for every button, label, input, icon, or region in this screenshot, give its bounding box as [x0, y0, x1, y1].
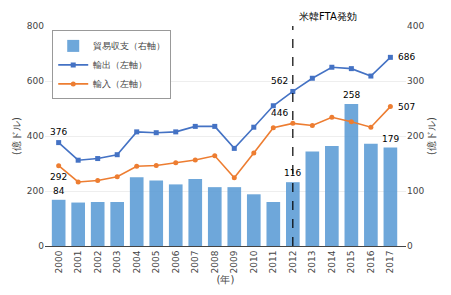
svg-text:376: 376: [50, 127, 67, 137]
svg-text:輸入（左軸）: 輸入（左軸）: [93, 79, 147, 89]
svg-text:686: 686: [398, 52, 415, 62]
svg-text:貿易収支（右軸）: 貿易収支（右軸）: [93, 41, 165, 51]
svg-text:200: 200: [407, 131, 424, 141]
svg-text:2009: 2009: [229, 250, 239, 273]
svg-text:(億ドル): (億ドル): [426, 117, 437, 155]
svg-text:258: 258: [343, 90, 360, 100]
svg-text:2010: 2010: [249, 250, 259, 273]
svg-text:(億ドル): (億ドル): [11, 117, 22, 155]
svg-text:2015: 2015: [346, 251, 356, 274]
svg-text:292: 292: [50, 172, 67, 182]
svg-text:輸出（左軸）: 輸出（左軸）: [93, 60, 147, 70]
svg-text:2001: 2001: [73, 251, 83, 274]
svg-text:2011: 2011: [268, 251, 278, 274]
svg-text:800: 800: [27, 21, 44, 31]
svg-text:600: 600: [27, 76, 44, 86]
svg-text:400: 400: [27, 131, 44, 141]
svg-text:179: 179: [382, 134, 399, 144]
svg-text:2003: 2003: [112, 251, 122, 274]
svg-text:2008: 2008: [210, 250, 220, 273]
svg-text:2007: 2007: [190, 251, 200, 274]
svg-text:(年): (年): [217, 274, 235, 285]
svg-text:100: 100: [407, 186, 424, 196]
svg-text:84: 84: [53, 186, 65, 196]
svg-text:116: 116: [284, 168, 301, 178]
svg-text:2016: 2016: [366, 250, 376, 273]
svg-text:2013: 2013: [307, 251, 317, 274]
svg-text:2014: 2014: [327, 250, 337, 273]
svg-text:2012: 2012: [288, 251, 298, 274]
svg-text:0: 0: [38, 241, 44, 251]
svg-text:300: 300: [407, 76, 424, 86]
svg-text:200: 200: [27, 186, 44, 196]
svg-text:446: 446: [271, 108, 288, 118]
svg-text:2006: 2006: [171, 250, 181, 273]
svg-text:2005: 2005: [151, 251, 161, 274]
svg-text:2017: 2017: [385, 251, 395, 274]
svg-text:400: 400: [407, 21, 424, 31]
svg-text:0: 0: [407, 241, 413, 251]
svg-text:562: 562: [271, 76, 288, 86]
svg-text:米韓FTA発効: 米韓FTA発効: [299, 11, 357, 22]
svg-text:2000: 2000: [54, 250, 64, 273]
svg-text:507: 507: [398, 102, 415, 112]
svg-text:2002: 2002: [93, 251, 103, 274]
svg-text:2004: 2004: [132, 250, 142, 273]
